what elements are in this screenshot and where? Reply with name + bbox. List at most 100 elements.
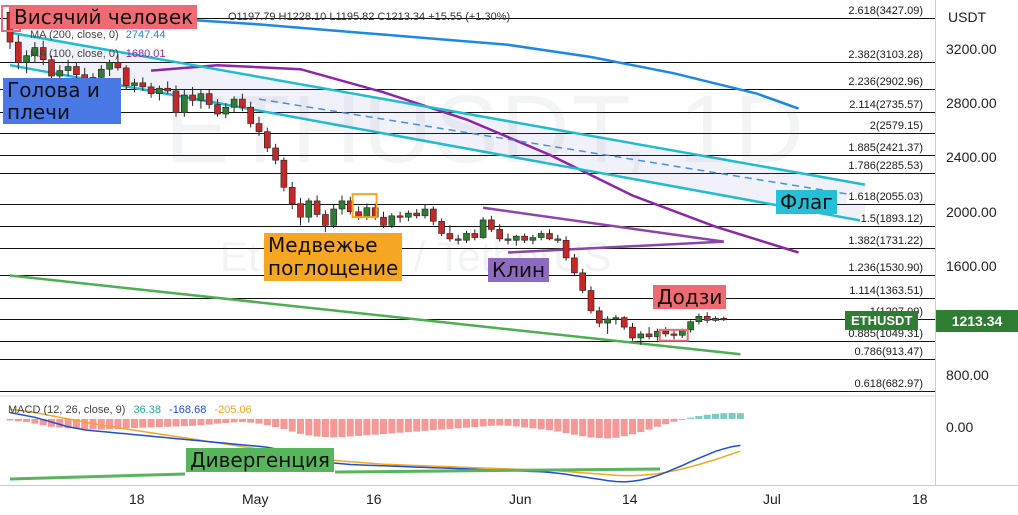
macd-histogram-bar bbox=[512, 418, 520, 427]
macd-histogram-bar bbox=[197, 418, 205, 426]
macd-histogram-bar bbox=[736, 413, 744, 419]
macd-histogram-bar bbox=[338, 418, 346, 438]
macd-histogram-bar bbox=[72, 418, 80, 429]
macd-histogram-bar bbox=[421, 418, 429, 431]
macd-histogram-bar bbox=[230, 418, 238, 423]
candle-body bbox=[396, 215, 404, 218]
candle-body bbox=[388, 215, 396, 226]
divergence-line-right bbox=[334, 467, 661, 474]
candles bbox=[6, 6, 728, 345]
macd-signal-value: -205.06 bbox=[214, 404, 252, 416]
macd-histogram-bar bbox=[330, 418, 338, 438]
macd-histogram-bar bbox=[363, 418, 371, 436]
macd-histogram-bar bbox=[604, 418, 612, 439]
candle-body bbox=[496, 229, 504, 240]
macd-legend: MACD (12, 26, close, 9) 36.38 -168.68 -2… bbox=[8, 405, 252, 416]
macd-histogram-bar bbox=[537, 418, 545, 430]
macd-histogram-bar bbox=[595, 418, 603, 439]
time-tick: 14 bbox=[622, 491, 638, 507]
candle-body bbox=[288, 187, 296, 204]
ma200-legend-value: 2747.44 bbox=[125, 29, 166, 41]
macd-histogram-bar bbox=[48, 418, 55, 427]
candle-body bbox=[587, 290, 595, 312]
watermark-symbol: ETHUSDT, 1D bbox=[165, 76, 806, 183]
wedge-label: Клин bbox=[488, 258, 550, 283]
price-tick: 800.00 bbox=[946, 366, 989, 383]
candle-body bbox=[214, 104, 221, 115]
macd-histogram-bar bbox=[554, 418, 562, 432]
fib-grid-lines bbox=[0, 18, 935, 392]
macd-histogram-bar bbox=[106, 418, 114, 430]
candle-body bbox=[604, 318, 611, 324]
candle-body bbox=[106, 62, 113, 70]
macd-histogram-bar bbox=[645, 418, 653, 430]
candle-body bbox=[446, 233, 454, 240]
candle-body bbox=[330, 208, 338, 226]
macd-histogram-bar bbox=[56, 418, 64, 428]
candle-body bbox=[64, 66, 72, 71]
macd-histogram-bar bbox=[720, 413, 728, 419]
candle-body bbox=[720, 318, 728, 321]
macd-histogram-bar bbox=[463, 418, 470, 428]
candle-body bbox=[230, 98, 238, 108]
macd-histogram-bar bbox=[728, 412, 736, 419]
candle-body bbox=[122, 67, 130, 86]
candle-body bbox=[438, 220, 445, 234]
macd-histogram-bar bbox=[662, 418, 670, 425]
candle-body bbox=[629, 326, 636, 339]
candle-body bbox=[147, 86, 155, 94]
macd-histogram-bar bbox=[687, 417, 695, 419]
macd-histogram-bar bbox=[454, 418, 462, 429]
price-tick: 2400.00 bbox=[946, 149, 997, 166]
macd-histogram-bar bbox=[629, 418, 636, 435]
last-price-value: 1213.34 bbox=[951, 313, 1003, 329]
macd-histogram-bar bbox=[396, 418, 404, 433]
candle-body bbox=[313, 200, 321, 215]
fib-label-1.382: 1.382(1731.22) bbox=[847, 234, 924, 247]
fib-label-1.236: 1.236(1530.90) bbox=[847, 261, 924, 274]
macd-histogram-bar bbox=[172, 418, 180, 427]
candle-body bbox=[305, 200, 313, 218]
candle-body bbox=[363, 207, 371, 218]
candle-body bbox=[562, 239, 570, 259]
macd-histogram-bar bbox=[612, 418, 620, 438]
macd-histogram-bar bbox=[355, 418, 363, 436]
head-shoulders-label-text: Голова и плечи bbox=[7, 78, 100, 124]
macd-histogram-bar bbox=[6, 418, 14, 421]
macd-histogram-bar bbox=[131, 418, 138, 429]
macd-histogram-bar bbox=[695, 416, 703, 419]
ma100-legend-value: 1680.01 bbox=[125, 48, 166, 60]
macd-histogram-bar bbox=[670, 418, 678, 422]
macd-histogram-bar bbox=[155, 418, 163, 428]
macd-histogram-bar bbox=[263, 418, 271, 426]
macd-histogram-bar bbox=[521, 418, 529, 428]
macd-histogram-bar bbox=[222, 418, 230, 423]
macd-histogram-bar bbox=[471, 418, 479, 428]
macd-histogram-bar bbox=[23, 418, 31, 423]
price-tick: 3200.00 bbox=[946, 40, 997, 57]
candle-body bbox=[98, 68, 105, 78]
macd-histogram-bar bbox=[438, 418, 446, 430]
fib-label-0.885: 0.885(1049.31) bbox=[847, 327, 924, 340]
macd-histogram-bar bbox=[189, 418, 197, 426]
candle-body bbox=[521, 235, 528, 241]
candle-body bbox=[263, 131, 271, 149]
trendline-2 bbox=[258, 98, 866, 198]
macd-histogram-bar bbox=[313, 418, 321, 437]
bearish-engulfing-label-text: Медвежье поглощение bbox=[268, 233, 399, 280]
macd-histogram-bar bbox=[579, 418, 587, 437]
candle-body bbox=[56, 70, 64, 77]
macd-histogram-bar bbox=[712, 413, 719, 419]
candle-body bbox=[272, 147, 279, 161]
candle-body bbox=[595, 310, 603, 324]
candle-body bbox=[637, 333, 645, 339]
ohlc-legend: O1197.79 H1228.10 L1195.82 C1213.34 +15.… bbox=[228, 11, 511, 23]
candle-body bbox=[73, 66, 80, 75]
candle-body bbox=[114, 62, 122, 69]
candle-body bbox=[579, 272, 587, 291]
macd-histogram-bar bbox=[404, 418, 412, 433]
macd-histogram-bar bbox=[214, 418, 221, 424]
macd-histogram-bar bbox=[288, 418, 296, 432]
candle-body bbox=[48, 59, 55, 77]
